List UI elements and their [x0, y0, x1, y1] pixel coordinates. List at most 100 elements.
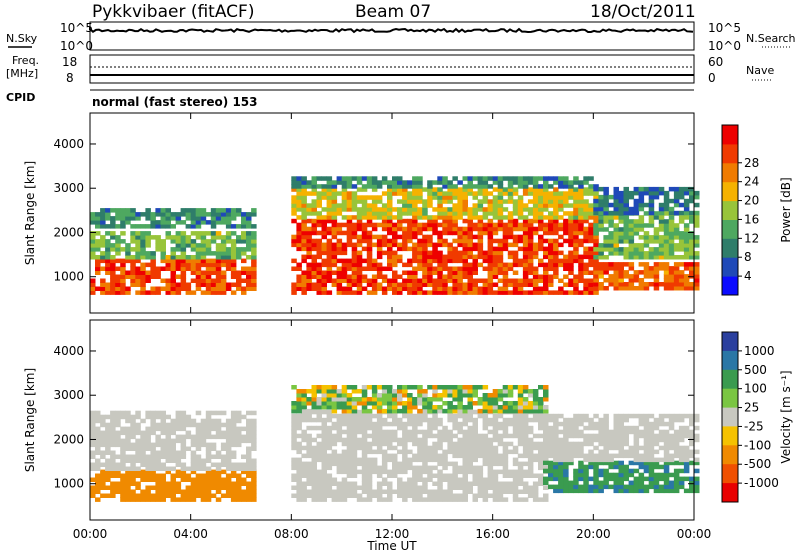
- velocity-cell: [205, 497, 212, 502]
- power-cell: [583, 226, 589, 232]
- velocity-cell: [553, 437, 559, 443]
- velocity-cell: [105, 493, 111, 498]
- power-cell: [397, 207, 403, 212]
- power-cell: [135, 212, 141, 217]
- velocity-cell: [220, 462, 227, 467]
- power-cell: [170, 216, 176, 221]
- power-cell: [100, 235, 106, 240]
- velocity-cell: [215, 485, 222, 490]
- velocity-cell: [613, 453, 619, 459]
- velocity-cell: [603, 449, 609, 455]
- velocity-cell: [140, 434, 146, 440]
- velocity-cell: [306, 425, 312, 431]
- velocity-colorbar-label: Velocity [m s⁻¹]: [779, 370, 793, 463]
- power-cell: [487, 234, 494, 240]
- power-cell: [230, 290, 237, 295]
- power-cell: [402, 270, 408, 275]
- velocity-cell: [185, 485, 192, 490]
- power-cell: [246, 282, 252, 287]
- velocity-cell: [296, 461, 302, 467]
- velocity-cell: [381, 477, 388, 482]
- velocity-cell: [402, 405, 408, 410]
- power-cell: [90, 231, 96, 236]
- power-cell: [190, 208, 197, 213]
- velocity-cell: [316, 401, 322, 406]
- velocity-cell: [452, 485, 458, 490]
- velocity-cell: [492, 493, 499, 498]
- velocity-cell: [432, 497, 438, 502]
- velocity-cell: [407, 417, 413, 423]
- velocity-cell: [376, 449, 383, 455]
- velocity-cell: [543, 421, 549, 427]
- power-cell: [341, 215, 348, 220]
- velocity-cell: [241, 434, 247, 440]
- velocity-cell: [417, 429, 423, 435]
- velocity-cell: [538, 441, 544, 447]
- velocity-cell: [210, 418, 217, 424]
- velocity-cell: [220, 481, 227, 486]
- velocity-cell: [593, 425, 599, 431]
- velocity-cell: [150, 442, 156, 448]
- nsearch-tick-top: 10^5: [708, 21, 741, 35]
- velocity-cell: [316, 389, 322, 394]
- velocity-cell: [130, 493, 136, 498]
- velocity-cell: [230, 497, 237, 502]
- power-cell: [306, 226, 312, 232]
- power-cell: [246, 278, 252, 283]
- velocity-cell: [517, 393, 524, 398]
- velocity-cell: [538, 425, 544, 431]
- velocity-cell: [538, 453, 544, 459]
- velocity-cell: [376, 408, 383, 414]
- velocity-cell: [346, 433, 353, 439]
- power-cell: [412, 254, 418, 260]
- power-cell: [230, 282, 237, 287]
- power-cell: [472, 266, 478, 271]
- power-cell: [346, 230, 353, 236]
- velocity-band-2: [291, 409, 549, 502]
- power-cell: [366, 180, 373, 185]
- colorbar-tick-label: 20: [744, 194, 759, 208]
- velocity-cell: [220, 430, 227, 436]
- velocity-cell: [477, 385, 484, 390]
- velocity-cell: [210, 454, 217, 459]
- power-cell: [120, 212, 126, 217]
- power-cell: [361, 199, 368, 204]
- power-cell: [220, 258, 227, 264]
- velocity-cell: [356, 425, 363, 431]
- velocity-cell: [296, 489, 302, 494]
- velocity-cell: [588, 449, 594, 455]
- velocity-cell: [160, 462, 166, 467]
- power-cell: [477, 242, 484, 248]
- velocity-cell: [321, 481, 327, 486]
- velocity-cell: [613, 480, 619, 486]
- velocity-cell: [205, 434, 212, 440]
- velocity-cell: [371, 389, 378, 394]
- power-cell: [225, 258, 232, 264]
- power-cell: [402, 203, 408, 208]
- power-cell: [538, 234, 544, 240]
- velocity-cell: [527, 445, 534, 451]
- power-cell: [321, 191, 327, 196]
- power-cell: [502, 191, 509, 196]
- power-cell: [487, 184, 494, 189]
- power-cell: [457, 191, 463, 196]
- power-cell: [694, 194, 700, 200]
- velocity-cell: [361, 397, 368, 402]
- power-cell: [593, 258, 599, 264]
- power-cell: [628, 282, 635, 287]
- power-band-2: [90, 208, 257, 229]
- power-cell: [170, 282, 176, 287]
- power-cell: [573, 195, 579, 200]
- power-cell: [633, 223, 640, 228]
- velocity-cell: [422, 441, 428, 447]
- power-cell: [482, 250, 489, 256]
- power-cell: [351, 258, 358, 264]
- velocity-cell: [502, 441, 509, 447]
- velocity-cell: [366, 457, 373, 463]
- velocity-cell: [115, 489, 121, 494]
- power-cell: [673, 243, 680, 248]
- power-band-4: [291, 187, 599, 220]
- velocity-cell: [492, 401, 499, 406]
- power-cell: [230, 224, 237, 229]
- velocity-cell: [598, 488, 604, 494]
